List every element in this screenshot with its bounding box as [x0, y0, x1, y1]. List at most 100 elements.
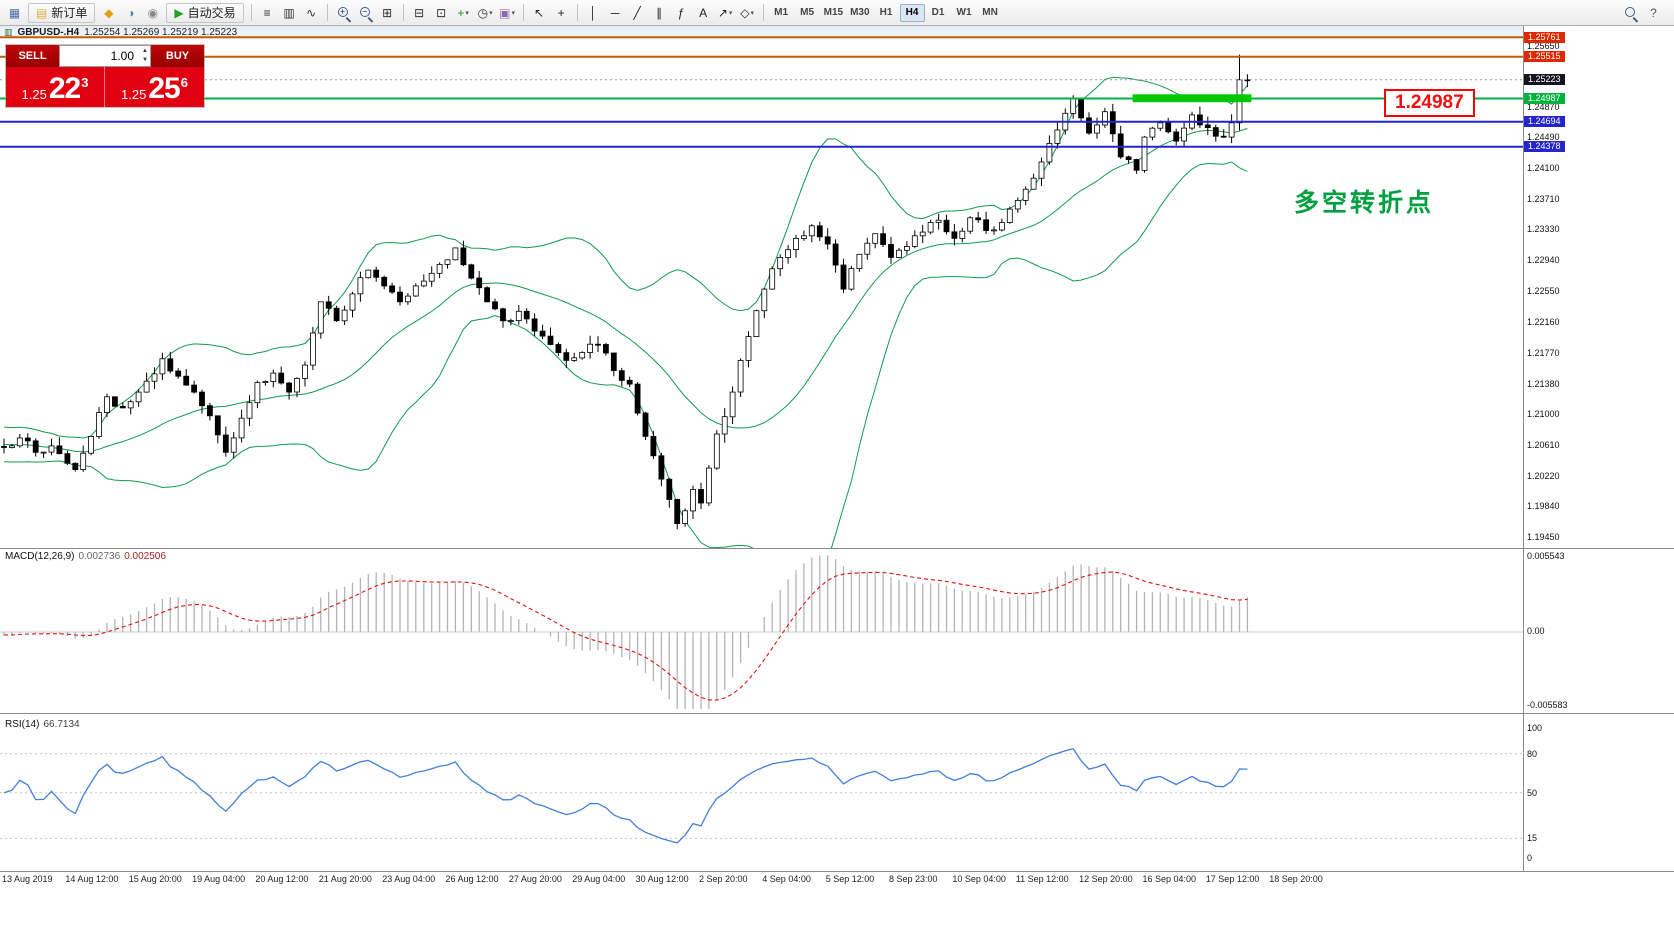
price-axis-label: 1.22550	[1527, 286, 1560, 296]
price-axis-tag: 1.25761	[1524, 31, 1565, 43]
sell-price-point: 3	[81, 75, 89, 90]
cascade-windows-icon[interactable]: ⊡	[431, 3, 452, 23]
timeframe-h1-button[interactable]: H1	[879, 7, 893, 18]
arrange-windows-icon[interactable]: ⊟	[409, 3, 430, 23]
metaeditor-icon[interactable]: ◆	[98, 3, 119, 23]
templates-icon[interactable]: ▣ ▾	[497, 3, 518, 23]
new-order-button-label: 新订单	[51, 6, 88, 20]
buy-price-display[interactable]: 1.25 25 6	[105, 67, 204, 107]
help-icon[interactable]: ?	[1643, 3, 1664, 23]
time-axis-label: 11 Sep 12:00	[1015, 874, 1069, 884]
arrow-objects-icon-caret[interactable]: ▾	[728, 9, 733, 17]
zoom-in-icon-glass: +	[337, 6, 348, 17]
macd-signal-value: 0.002506	[124, 551, 166, 562]
rsi-axis-label: 0	[1527, 853, 1533, 863]
price-axis-label: 1.22160	[1527, 316, 1560, 327]
zoom-out-icon-glass: −	[359, 6, 370, 17]
time-axis-label: 19 Aug 04:00	[192, 874, 246, 884]
search-icon[interactable]	[1620, 3, 1641, 23]
time-axis-label: 12 Sep 20:00	[1079, 874, 1133, 884]
rsi-name: RSI(14)	[5, 719, 40, 730]
periods-icon[interactable]: ◷ ▾	[475, 3, 496, 23]
zoom-in-icon[interactable]: +	[333, 3, 354, 23]
market-watch-icon[interactable]: ◑	[120, 3, 141, 23]
zoom-out-icon[interactable]: −	[355, 3, 376, 23]
autotrading-button-label: 自动交易	[187, 6, 236, 20]
macd-panel-splitter[interactable]	[0, 548, 1674, 549]
macd-main-value: 0.002736	[78, 551, 121, 562]
time-axis-label: 10 Sep 04:00	[952, 874, 1006, 884]
line-chart-icon[interactable]: ∿	[301, 3, 322, 23]
price-axis-border	[1523, 26, 1524, 871]
templates-icon-caret[interactable]: ▾	[511, 9, 516, 17]
price-axis-label: 1.21000	[1527, 408, 1560, 419]
tile-windows-icon[interactable]: ⊞	[377, 3, 398, 23]
periods-icon-caret[interactable]: ▾	[489, 9, 493, 17]
sell-button[interactable]: SELL	[6, 45, 59, 67]
buy-price-point: 6	[180, 75, 188, 90]
rsi-panel-splitter[interactable]	[0, 713, 1674, 714]
arrange-windows-icon-glyph: ⊟	[414, 5, 425, 20]
shapes-icon-caret[interactable]: ▾	[750, 9, 754, 17]
time-axis-border	[0, 871, 1674, 872]
horizontal-line-icon[interactable]: ─	[605, 3, 626, 23]
channel-icon[interactable]: ∥	[649, 3, 670, 23]
timeframe-d1-button[interactable]: D1	[931, 7, 945, 18]
indicators-add-icon[interactable]: + ▾	[453, 3, 474, 23]
horizontal-line-icon-glyph: ─	[610, 5, 620, 20]
time-axis-label: 4 Sep 04:00	[762, 874, 811, 884]
trendline-icon[interactable]: ╱	[627, 3, 648, 23]
autotrading-button-glyph: ▶	[174, 5, 184, 20]
time-axis-label: 23 Aug 04:00	[382, 874, 436, 884]
time-axis-label: 16 Sep 04:00	[1142, 874, 1197, 884]
tile-windows-icon-glyph: ⊞	[382, 5, 393, 20]
macd-name: MACD(12,26,9)	[5, 551, 75, 562]
fibonacci-icon-glyph: ƒ	[677, 5, 685, 20]
shapes-icon[interactable]: ◇ ▾	[737, 3, 758, 23]
rsi-axis-label: 100	[1527, 722, 1543, 733]
data-window-icon[interactable]: ◉	[142, 3, 163, 23]
cursor-icon[interactable]: ↖	[529, 3, 550, 23]
cursor-icon-glyph: ↖	[534, 5, 545, 20]
toolbar-right-group: ?	[1620, 3, 1670, 23]
market-watch-icon-glyph: ◑	[127, 5, 135, 20]
volume-input[interactable]: 1.00 ▲ ▼	[59, 45, 151, 67]
indicators-add-icon-caret[interactable]: ▾	[465, 9, 469, 17]
charts-menu-icon[interactable]: ▦	[4, 3, 25, 23]
text-icon[interactable]: A	[693, 3, 714, 23]
timeframe-m15-button[interactable]: M15	[823, 7, 844, 18]
timeframe-m1-button[interactable]: M1	[774, 7, 789, 18]
timeframe-m30-button[interactable]: M30	[850, 7, 870, 18]
buy-button[interactable]: BUY	[151, 45, 204, 67]
macd-label: MACD(12,26,9) 0.002736 0.002506	[5, 551, 166, 562]
vertical-line-icon[interactable]: │	[583, 3, 604, 23]
main-price-chart[interactable]	[0, 26, 1523, 548]
timeframe-m5-button[interactable]: M5	[800, 7, 815, 18]
price-axis-label: 1.19450	[1527, 531, 1560, 542]
sell-price-display[interactable]: 1.25 22 3	[6, 67, 105, 107]
candlestick-chart-icon[interactable]: ▥	[279, 3, 300, 23]
price-axis-label: 1.24490	[1527, 132, 1560, 143]
price-axis-label: 1.22940	[1527, 255, 1560, 266]
crosshair-icon[interactable]: +	[551, 3, 572, 23]
price-callout-box[interactable]: 1.24987	[1384, 89, 1475, 117]
time-axis-label: 5 Sep 12:00	[825, 874, 875, 884]
timeframe-mn-button[interactable]: MN	[982, 7, 998, 18]
bar-chart-icon[interactable]: ≡	[257, 3, 278, 23]
timeframe-w1-button[interactable]: W1	[956, 7, 972, 18]
line-chart-icon-glyph: ∿	[306, 5, 317, 20]
volume-down-button[interactable]: ▼	[142, 57, 148, 63]
toolbar-separator	[762, 4, 764, 21]
time-axis-label: 8 Sep 23:00	[889, 874, 938, 884]
one-click-trading-widget: SELL 1.00 ▲ ▼ BUY 1.25 22 3 1.25 25 6	[6, 45, 204, 107]
arrow-objects-icon[interactable]: ↗ ▾	[715, 3, 736, 23]
price-axis-label: 1.21770	[1527, 347, 1560, 358]
fibonacci-icon[interactable]: ƒ	[671, 3, 692, 23]
sell-price-prefix: 1.25	[21, 87, 47, 102]
highlight-rectangle-object[interactable]	[1132, 94, 1252, 103]
autotrading-button[interactable]: ▶ 自动交易	[166, 2, 244, 23]
new-order-button[interactable]: ▤ 新订单	[28, 2, 96, 23]
volume-up-button[interactable]: ▲	[142, 48, 148, 54]
timeframe-h4-button[interactable]: H4	[899, 3, 925, 22]
turning-point-annotation[interactable]: 多空转折点	[1294, 189, 1435, 217]
